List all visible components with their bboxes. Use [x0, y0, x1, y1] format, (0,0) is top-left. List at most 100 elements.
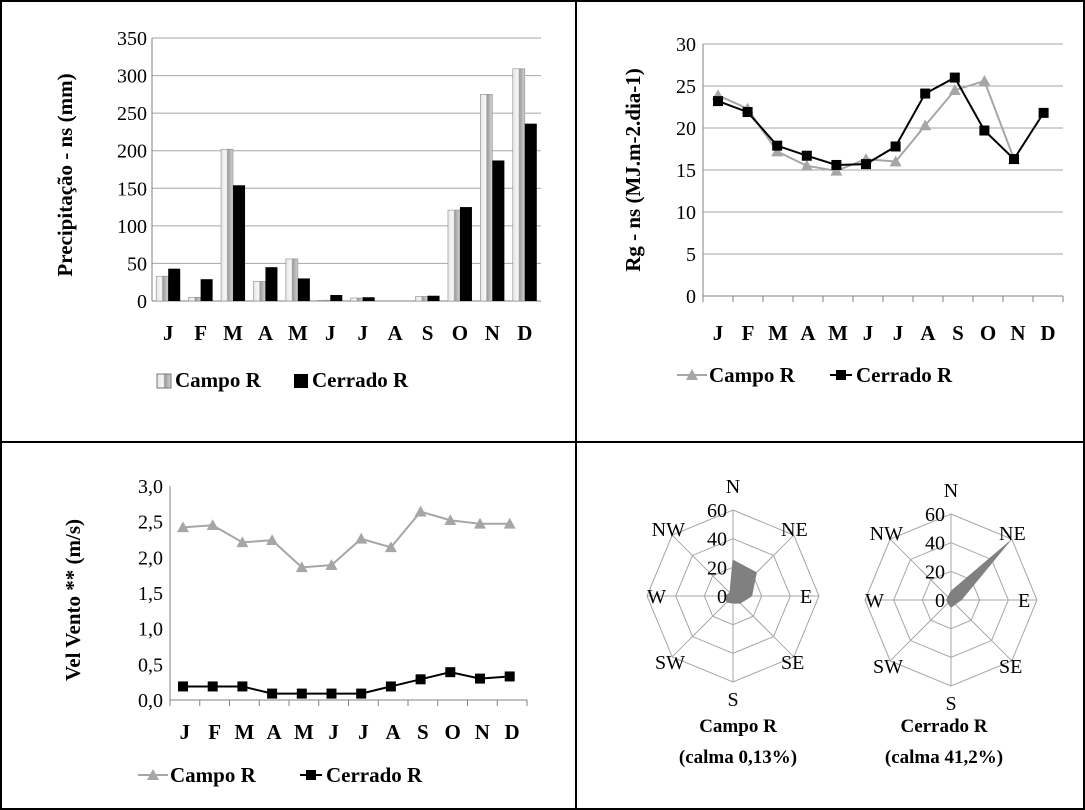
x-tick-label: J [713, 321, 724, 345]
x-tick-label: A [800, 321, 816, 345]
x-tick-label: D [1040, 321, 1055, 345]
radar-area [947, 542, 1009, 607]
x-tick-label: M [234, 720, 254, 744]
x-tick-label: M [223, 321, 243, 345]
data-point-cerrado [831, 160, 841, 170]
bar-cerrado [428, 296, 440, 301]
x-tick-label: M [288, 321, 308, 345]
x-tick-label: S [417, 720, 429, 744]
direction-label: SE [999, 656, 1022, 678]
data-point-campo [978, 75, 990, 86]
direction-label: W [865, 590, 884, 612]
data-point-cerrado [445, 667, 455, 677]
direction-label: S [945, 693, 956, 715]
x-tick-label: F [194, 321, 207, 345]
y-tick-label: 300 [117, 66, 147, 88]
data-point-cerrado [386, 681, 396, 691]
series-line-cerrado [718, 78, 1044, 165]
y-tick-label: 5 [686, 244, 696, 266]
radar-tick-label: 40 [707, 529, 727, 551]
direction-label: N [944, 480, 958, 502]
bar-cerrado [168, 269, 180, 301]
radar-caption-campo: (calma 0,13%) [679, 747, 797, 768]
bar-campo [318, 300, 330, 301]
x-tick-label: O [444, 720, 460, 744]
y-tick-label: 200 [117, 141, 147, 163]
bar-campo [513, 69, 525, 301]
radiation-chart: Rg - ns (MJ.m-2.dia-1) 051015202530 JFMA… [621, 34, 1063, 387]
radar-tick-label: 0 [935, 590, 945, 612]
data-point-cerrado [267, 689, 277, 699]
radar-tick-label: 40 [925, 533, 945, 555]
x-tick-label: O [452, 321, 468, 345]
legend: Campo R Cerrado R [138, 763, 423, 787]
bar-cerrado [492, 160, 504, 301]
data-point-cerrado [743, 107, 753, 117]
series-line-campo [183, 512, 510, 568]
data-point-cerrado [475, 674, 485, 684]
y-tick-label: 25 [676, 76, 696, 98]
y-tick-label: 250 [117, 103, 147, 125]
data-point-cerrado [297, 689, 307, 699]
legend-label-campo: Campo R [709, 363, 796, 387]
series-line-cerrado [183, 672, 510, 693]
y-tick-label: 15 [676, 160, 696, 182]
data-point-cerrado [178, 681, 188, 691]
x-tick-label: N [475, 720, 490, 744]
direction-label: N [726, 476, 740, 498]
data-point-cerrado [208, 681, 218, 691]
bar-campo [286, 259, 298, 301]
y-tick-labels: 0 5 10 15 20 25 30 [676, 34, 696, 308]
y-tick-label: 350 [117, 28, 147, 50]
bar-cerrado [525, 124, 537, 301]
data-point-cerrado [920, 89, 930, 99]
direction-label: SW [873, 656, 903, 678]
bar-cerrado [363, 297, 375, 301]
x-tick-label: F [208, 720, 221, 744]
y-axis-label: Vel Vento ** (m/s) [61, 519, 85, 681]
x-tick-label: N [485, 321, 500, 345]
bar-campo [351, 298, 363, 301]
legend-label-cerrado: Cerrado R [312, 368, 409, 392]
x-tick-label: S [952, 321, 964, 345]
radar-tick-label: 60 [925, 504, 945, 526]
direction-label: NE [781, 519, 808, 541]
radar-chart-cerrado: 0204060NNEESESSWWNW [865, 480, 1037, 715]
legend-marker-cerrado [836, 370, 846, 380]
bars [156, 69, 537, 301]
legend-label-cerrado: Cerrado R [856, 363, 953, 387]
data-point-cerrado [237, 681, 247, 691]
x-tick-label: J [893, 321, 904, 345]
radar-caption-cerrado: (calma 41,2%) [885, 747, 1003, 768]
x-tick-labels: JFMAMJJASOND [713, 321, 1056, 345]
x-tick-label: M [294, 720, 314, 744]
y-tick-label: 0,5 [138, 654, 163, 676]
y-tick-label: 0 [137, 291, 147, 313]
x-tick-label: J [163, 321, 174, 345]
y-axis-label: Precipitação - ns (mm) [53, 73, 77, 276]
x-tick-label: A [920, 321, 936, 345]
x-tick-label: A [267, 720, 283, 744]
data-point-cerrado [1039, 108, 1049, 118]
bar-cerrado [265, 267, 277, 301]
radar-area [726, 560, 756, 603]
data-point-cerrado [891, 141, 901, 151]
direction-label: E [800, 586, 812, 608]
radar-title-cerrado: Cerrado R [900, 716, 987, 737]
data-point-campo [415, 506, 427, 517]
legend-label-campo: Campo R [175, 368, 262, 392]
y-tick-label: 10 [676, 202, 696, 224]
legend-label-cerrado: Cerrado R [326, 763, 423, 787]
y-tick-label: 150 [117, 178, 147, 200]
y-tick-label: 1,0 [138, 619, 163, 641]
wind-direction-radar-charts: 0204060NNEESESSWWNW 0204060NNEESESSWWNW … [647, 476, 1037, 768]
bar-campo [189, 297, 201, 301]
wind-speed-chart: Vel Vento ** (m/s) 0,0 0,5 1,0 1,5 2,0 2,5 3,0… [61, 476, 527, 787]
bar-campo [480, 94, 492, 301]
bar-cerrado [460, 207, 472, 301]
bar-cerrado [233, 185, 245, 301]
